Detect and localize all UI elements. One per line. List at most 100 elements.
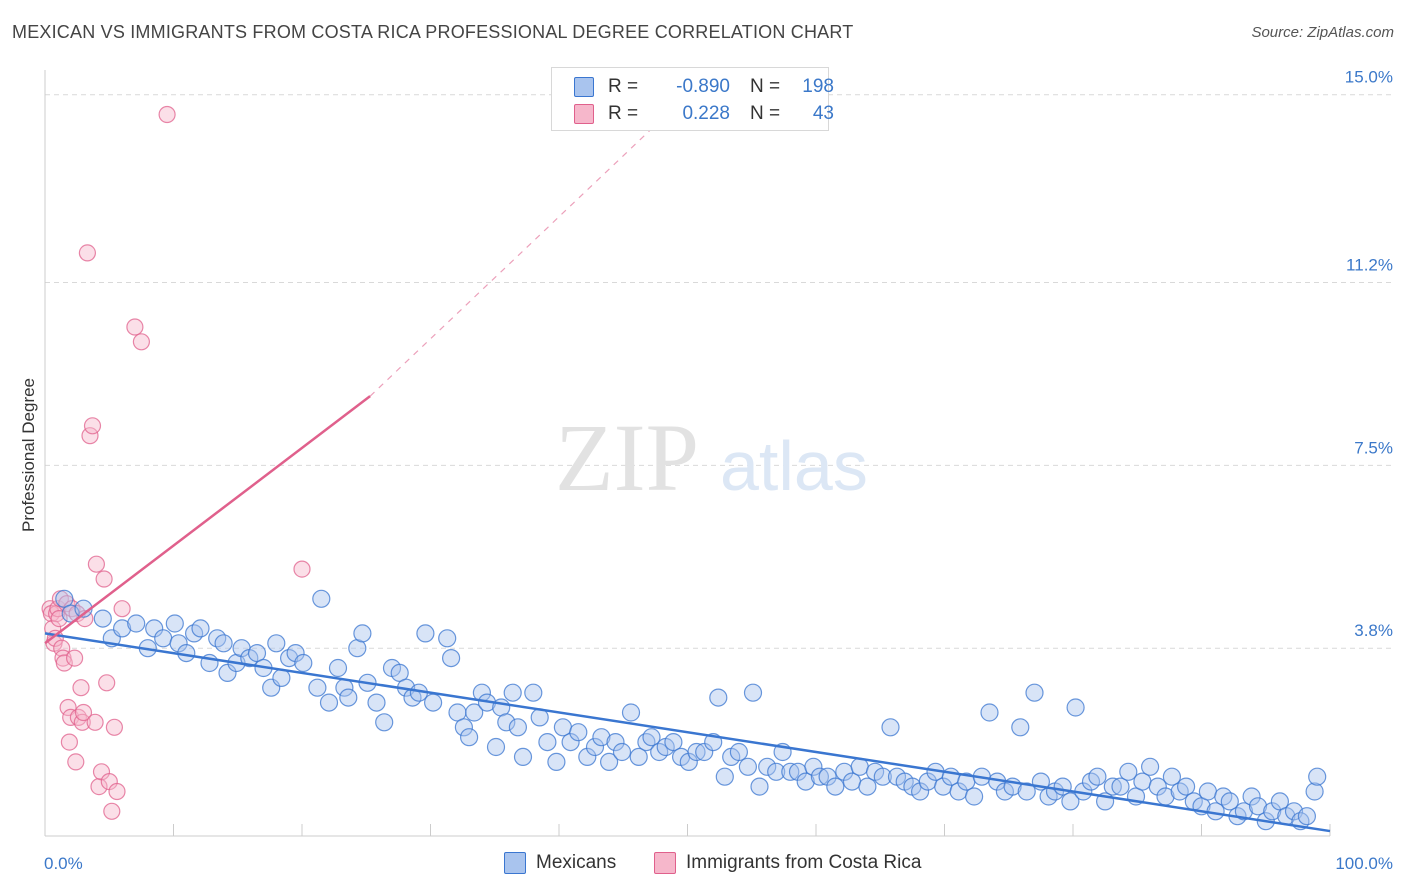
mexicans-point bbox=[1263, 802, 1282, 821]
costa-rica-point bbox=[98, 674, 116, 692]
mexicans-point bbox=[569, 723, 588, 742]
mexicans-point bbox=[247, 643, 267, 663]
mexicans-point bbox=[1025, 683, 1044, 702]
mexicans-point bbox=[1308, 767, 1327, 786]
mexicans-point bbox=[1176, 777, 1196, 796]
chart-title: MEXICAN VS IMMIGRANTS FROM COSTA RICA PR… bbox=[12, 22, 854, 42]
mexicans-point bbox=[767, 762, 786, 781]
y-tick-labels: 3.8% 7.5% 11.2% 15.0% bbox=[1345, 68, 1393, 640]
mexicans-point bbox=[910, 782, 930, 801]
mexicans-point bbox=[1305, 782, 1324, 801]
mexicans-point bbox=[612, 742, 632, 762]
mexicans-point bbox=[465, 703, 484, 722]
blue-swatch bbox=[574, 77, 594, 97]
legend-row-costa-rica: R = 0.228 N = 43 bbox=[574, 101, 834, 127]
mexicans-point bbox=[454, 718, 473, 737]
mexicans-point bbox=[873, 767, 892, 786]
bottom-legend-mexicans: Mexicans bbox=[504, 852, 616, 874]
costa-rica-point bbox=[126, 318, 144, 336]
y-axis-label: Professional Degree bbox=[19, 378, 38, 532]
legend-r-label: R = bbox=[608, 103, 639, 124]
mexicans-point bbox=[328, 658, 348, 678]
mexicans-point bbox=[513, 747, 533, 767]
mexicans-point bbox=[1111, 777, 1130, 796]
costa-rica-point bbox=[83, 417, 102, 435]
mexicans-point bbox=[606, 732, 625, 752]
blue-legend-swatch bbox=[504, 852, 526, 874]
mexicans-point bbox=[486, 737, 506, 757]
mexicans-point bbox=[578, 747, 597, 767]
costa-rica-point bbox=[95, 570, 113, 588]
x-tick-labels: 0.0% 100.0% bbox=[44, 854, 1393, 873]
mexicans-point bbox=[781, 762, 800, 781]
mexicans-point bbox=[1234, 802, 1254, 821]
x-tick-label: 100.0% bbox=[1335, 854, 1393, 873]
mexicans-point bbox=[1162, 767, 1182, 786]
costa-rica-point bbox=[86, 713, 104, 731]
costa-rica-point bbox=[67, 753, 85, 771]
mexicans-point bbox=[679, 752, 698, 772]
mexicans-point bbox=[497, 713, 516, 732]
legend-r-label: R = bbox=[608, 76, 639, 97]
mexicans-point bbox=[621, 703, 641, 722]
mexicans-point bbox=[561, 732, 580, 752]
mexicans-point bbox=[637, 732, 656, 752]
bottom-legend-label: Immigrants from Costa Rica bbox=[686, 852, 922, 873]
mexicans-point bbox=[818, 767, 837, 786]
mexicans-point bbox=[308, 678, 327, 697]
mexicans-point bbox=[367, 693, 386, 712]
y-tick-label: 3.8% bbox=[1354, 621, 1393, 640]
watermark: ZIP atlas bbox=[555, 404, 868, 511]
mexicans-point bbox=[1297, 807, 1317, 826]
costa-rica-point bbox=[81, 427, 99, 445]
mexicans-point bbox=[1148, 777, 1167, 796]
mexicans-point bbox=[1140, 757, 1160, 776]
costa-rica-point bbox=[72, 679, 90, 697]
mexicans-point bbox=[508, 718, 528, 737]
watermark-atlas: atlas bbox=[720, 427, 868, 505]
trend-lines bbox=[44, 94, 1331, 833]
mexicans-point bbox=[758, 757, 777, 776]
mexicans-point bbox=[1119, 762, 1138, 781]
mexicans-point bbox=[267, 634, 286, 653]
costa-rica-point bbox=[103, 802, 121, 820]
mexicans-point bbox=[1198, 782, 1218, 801]
costa-rica-point bbox=[105, 718, 124, 736]
bottom-legend-costa-rica: Immigrants from Costa Rica bbox=[654, 852, 921, 874]
y-axis-label-group: Professional Degree bbox=[19, 378, 38, 532]
costa-rica-point bbox=[132, 333, 150, 351]
mexicans-point bbox=[353, 624, 372, 643]
costa-rica-point bbox=[293, 560, 311, 578]
mexicans-point bbox=[585, 737, 605, 757]
costa-rica-point bbox=[113, 600, 131, 618]
mexicans-point bbox=[538, 732, 557, 752]
mexicans-point bbox=[729, 742, 749, 762]
watermark-zip: ZIP bbox=[555, 404, 699, 511]
correlation-legend: R = -0.890 N = 198 R = 0.228 N = 43 bbox=[551, 67, 834, 131]
legend-row-mexicans: R = -0.890 N = 198 bbox=[574, 74, 834, 100]
mexicans-point bbox=[460, 728, 479, 747]
mexicans-point bbox=[980, 703, 999, 722]
mexicans-point bbox=[319, 693, 339, 712]
mexicans-point bbox=[826, 777, 845, 796]
mexicans-point bbox=[286, 643, 305, 663]
mexicans-point bbox=[416, 624, 435, 643]
y-tick-label: 7.5% bbox=[1354, 438, 1393, 457]
mexicans-point bbox=[1066, 698, 1085, 717]
mexicans-point bbox=[743, 683, 763, 702]
blue-series-points bbox=[55, 589, 1327, 831]
legend-n-label: N = bbox=[750, 76, 781, 97]
costa-rica-point bbox=[90, 777, 108, 796]
mexicans-point bbox=[810, 767, 830, 786]
mexicans-point bbox=[1061, 792, 1080, 811]
y-tick-label: 15.0% bbox=[1345, 68, 1393, 87]
mexicans-point bbox=[272, 668, 291, 688]
mexicans-point bbox=[1088, 767, 1107, 786]
mexicans-point bbox=[804, 757, 823, 776]
legend-n-value: 198 bbox=[802, 76, 834, 97]
legend-r-value: 0.228 bbox=[682, 103, 730, 124]
mexicans-point bbox=[154, 629, 173, 648]
mexicans-point bbox=[214, 634, 233, 653]
y-tick-label: 11.2% bbox=[1346, 256, 1393, 275]
